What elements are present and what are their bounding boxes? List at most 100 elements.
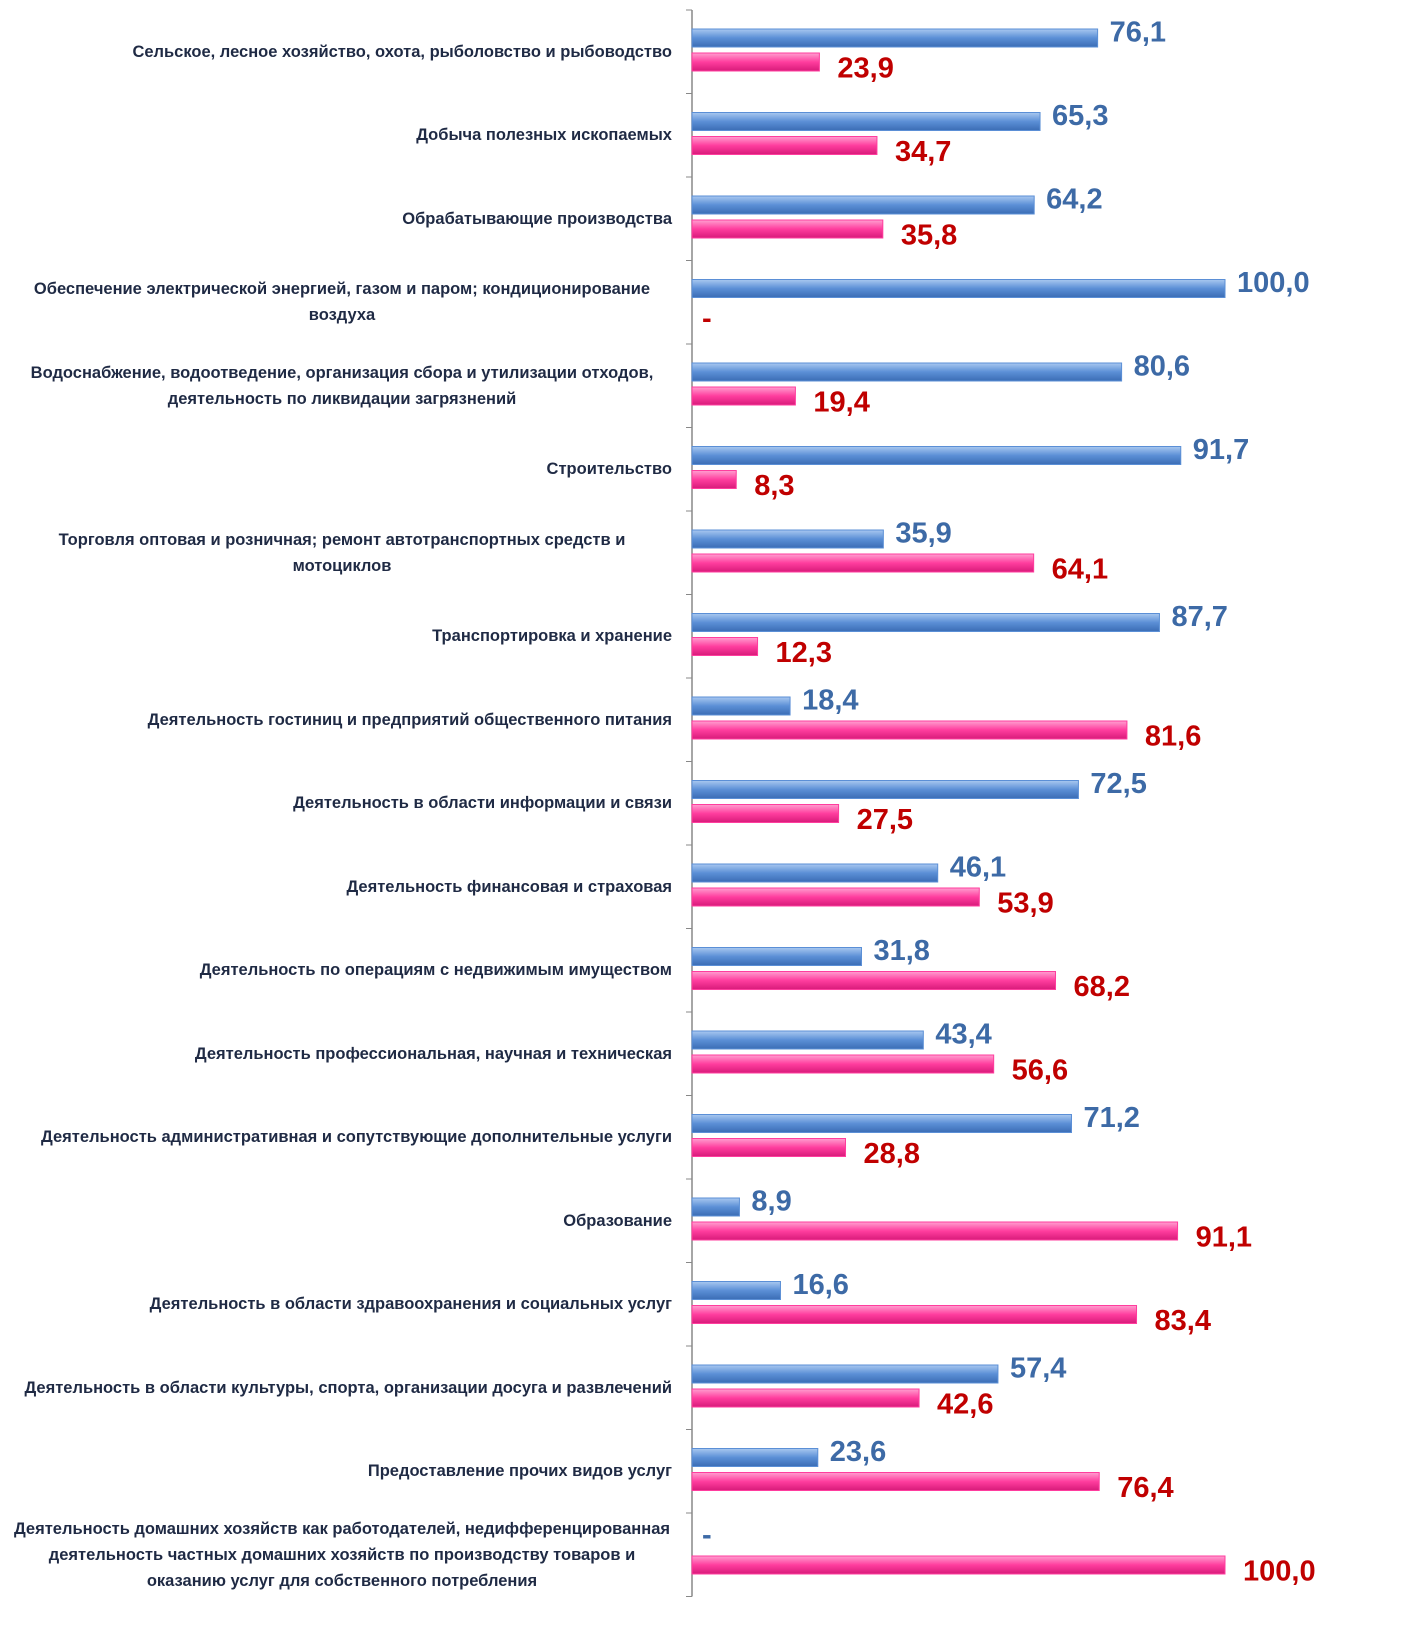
- value-label: 34,7: [895, 136, 951, 168]
- category-label: Обрабатывающие производства: [402, 206, 672, 232]
- category-label: Транспортировка и хранение: [432, 623, 672, 649]
- value-label: 83,4: [1155, 1305, 1211, 1337]
- category-label: Деятельность финансовая и страховая: [346, 874, 672, 900]
- bar: [692, 1473, 1099, 1491]
- category-label: Деятельность домашних хозяйств как работ…: [12, 1516, 672, 1594]
- bar: [692, 280, 1225, 298]
- value-label: 8,3: [754, 470, 794, 502]
- category-label-box: Деятельность административная и сопутств…: [0, 1096, 672, 1180]
- value-label: 31,8: [873, 935, 929, 967]
- value-label: 19,4: [813, 387, 869, 419]
- value-label: 72,5: [1090, 768, 1146, 800]
- bar: [692, 972, 1056, 990]
- bar: [692, 113, 1040, 131]
- value-label: 18,4: [802, 685, 858, 717]
- value-label: 71,2: [1083, 1102, 1139, 1134]
- bar: [692, 1139, 846, 1157]
- bar: [692, 721, 1127, 739]
- value-label: 87,7: [1171, 601, 1227, 633]
- category-label-box: Добыча полезных ископаемых: [0, 94, 672, 178]
- category-label: Деятельность административная и сопутств…: [41, 1124, 672, 1150]
- bar: [692, 471, 736, 489]
- bar: [692, 1282, 780, 1300]
- value-label: 46,1: [950, 852, 1006, 884]
- bar: [692, 1365, 998, 1383]
- value-label: 91,1: [1196, 1222, 1252, 1254]
- category-label: Предоставление прочих видов услуг: [368, 1458, 672, 1484]
- value-label: 27,5: [857, 804, 913, 836]
- category-label-box: Деятельность гостиниц и предприятий обще…: [0, 678, 672, 762]
- bar: [692, 29, 1098, 47]
- category-label-box: Водоснабжение, водоотведение, организаци…: [0, 344, 672, 428]
- category-label: Деятельность гостиниц и предприятий обще…: [148, 707, 672, 733]
- category-label: Водоснабжение, водоотведение, организаци…: [12, 360, 672, 412]
- category-label: Деятельность в области информации и связ…: [293, 790, 672, 816]
- value-label: 23,9: [837, 53, 893, 85]
- value-label: 16,6: [792, 1269, 848, 1301]
- category-label: Добыча полезных ископаемых: [416, 122, 672, 148]
- category-label-box: Деятельность в области здравоохранения и…: [0, 1263, 672, 1347]
- bar: [692, 948, 861, 966]
- value-label: 42,6: [937, 1389, 993, 1421]
- category-label-box: Сельское, лесное хозяйство, охота, рыбол…: [0, 10, 672, 94]
- bar: [692, 554, 1034, 572]
- value-label: 81,6: [1145, 721, 1201, 753]
- category-label: Сельское, лесное хозяйство, охота, рыбол…: [132, 39, 672, 65]
- value-label: 91,7: [1193, 434, 1249, 466]
- bar: [692, 387, 795, 405]
- value-label: 35,8: [901, 220, 957, 252]
- bar: [692, 363, 1122, 381]
- value-label: 100,0: [1243, 1556, 1316, 1588]
- value-label: -: [702, 303, 712, 335]
- value-label: 43,4: [935, 1019, 991, 1051]
- value-label: 76,4: [1117, 1472, 1173, 1504]
- value-label: 64,2: [1046, 184, 1102, 216]
- value-label: 57,4: [1010, 1353, 1066, 1385]
- value-label: 28,8: [864, 1138, 920, 1170]
- category-label-box: Образование: [0, 1179, 672, 1263]
- category-label: Деятельность по операциям с недвижимым и…: [200, 957, 672, 983]
- value-label: 23,6: [830, 1436, 886, 1468]
- value-label: 100,0: [1237, 267, 1310, 299]
- category-label: Деятельность в области здравоохранения и…: [150, 1291, 672, 1317]
- category-label: Строительство: [547, 456, 672, 482]
- value-label: 12,3: [776, 637, 832, 669]
- bar: [692, 1198, 739, 1216]
- category-label-box: Предоставление прочих видов услуг: [0, 1430, 672, 1514]
- category-label-box: Деятельность в области культуры, спорта,…: [0, 1346, 672, 1430]
- bar: [692, 697, 790, 715]
- category-label: Образование: [563, 1208, 672, 1234]
- bar: [692, 781, 1078, 799]
- bar: [692, 864, 938, 882]
- value-label: 35,9: [895, 518, 951, 550]
- category-label: Торговля оптовая и розничная; ремонт авт…: [12, 527, 672, 579]
- bar: [692, 220, 883, 238]
- bar: [692, 1449, 818, 1467]
- bar: [692, 196, 1034, 214]
- category-label-box: Деятельность домашних хозяйств как работ…: [0, 1513, 672, 1597]
- value-label: 53,9: [997, 888, 1053, 920]
- category-label-box: Деятельность профессиональная, научная и…: [0, 1012, 672, 1096]
- bar: [692, 1306, 1137, 1324]
- bar: [692, 53, 819, 71]
- value-label: 80,6: [1134, 351, 1190, 383]
- category-label-box: Деятельность финансовая и страховая: [0, 845, 672, 929]
- value-label: 8,9: [751, 1186, 791, 1218]
- bar: [692, 137, 877, 155]
- bar: [692, 805, 839, 823]
- bar: [692, 1055, 994, 1073]
- value-label: 76,1: [1110, 17, 1166, 49]
- category-label-box: Строительство: [0, 428, 672, 512]
- bar: [692, 1222, 1178, 1240]
- category-label-box: Деятельность по операциям с недвижимым и…: [0, 929, 672, 1013]
- value-label: 68,2: [1074, 971, 1130, 1003]
- bar: [692, 530, 883, 548]
- bar: [692, 1031, 923, 1049]
- value-label: 65,3: [1052, 100, 1108, 132]
- category-label-box: Обеспечение электрической энергией, газо…: [0, 261, 672, 345]
- category-label: Обеспечение электрической энергией, газо…: [12, 276, 672, 328]
- bar: [692, 1389, 919, 1407]
- value-label: 56,6: [1012, 1055, 1068, 1087]
- bar: [692, 888, 979, 906]
- category-label: Деятельность в области культуры, спорта,…: [24, 1375, 672, 1401]
